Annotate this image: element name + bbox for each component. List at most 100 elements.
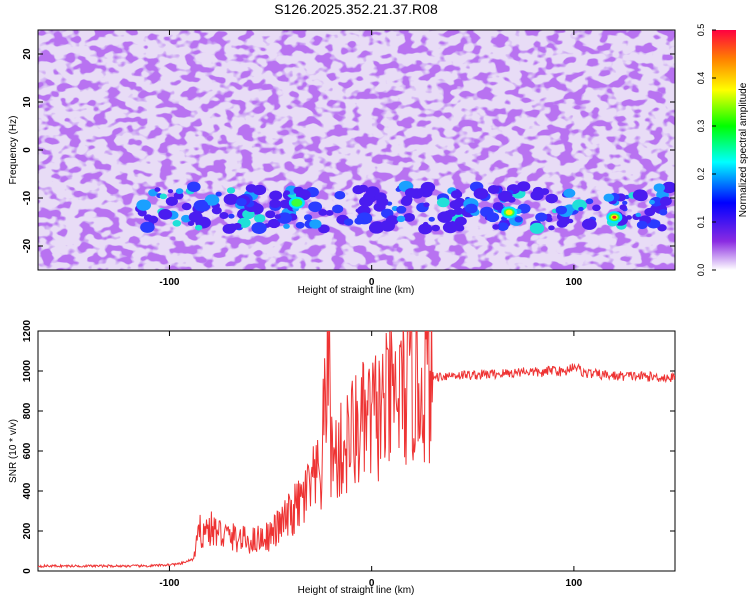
band-blob (136, 199, 152, 211)
band-blob (265, 210, 276, 219)
band-blob (274, 214, 281, 220)
y-tick-label: 10 (22, 96, 33, 108)
band-blob (193, 200, 209, 212)
snr-x-ticks: -100 0 100 (159, 331, 583, 589)
band-blob (653, 183, 665, 193)
band-blob (181, 214, 191, 223)
colorbar-tick-label: 0.0 (696, 264, 706, 277)
band-blob (228, 213, 235, 219)
band-blob (158, 209, 173, 220)
band-blob (497, 222, 509, 231)
band-blob (442, 221, 458, 234)
peak-marker (606, 211, 623, 224)
band-blob (254, 214, 266, 223)
x-tick-label: 100 (566, 578, 583, 589)
colorbar-ticks: 0.0 0.1 0.2 0.3 0.4 0.5 (696, 24, 716, 277)
band-blob (277, 212, 293, 224)
band-blob (362, 208, 369, 214)
band-blob (215, 191, 222, 197)
band-blob (486, 212, 500, 223)
band-blob (567, 218, 574, 224)
band-blob (431, 224, 440, 232)
y-tick-label: -20 (22, 238, 33, 253)
x-tick-label: 0 (369, 578, 375, 589)
colorbar: 0.0 0.1 0.2 0.3 0.4 0.5 Normalized spectral a… (696, 24, 749, 277)
band-blob (147, 215, 159, 224)
band-blob (380, 220, 395, 232)
band-blob (585, 198, 594, 205)
band-blob (556, 219, 568, 228)
band-blob (318, 224, 330, 234)
peak-marker (501, 206, 518, 219)
colorbar-tick-label: 0.1 (696, 216, 706, 229)
colorbar-tick-label: 0.4 (696, 72, 706, 85)
band-blob (352, 185, 365, 195)
band-blob (354, 217, 364, 225)
heatmap-y-ticks: -20 -10 0 10 20 (22, 48, 675, 253)
x-tick-label: -100 (159, 277, 179, 288)
band-blob (423, 202, 430, 208)
band-blob (436, 197, 450, 208)
band-blob (455, 216, 467, 226)
figure-title: S126.2025.352.21.37.R08 (274, 1, 438, 17)
band-blob (555, 205, 567, 215)
band-blob (529, 222, 545, 234)
y-tick-label: 1200 (22, 319, 33, 342)
colorbar-tick-label: 0.5 (696, 24, 706, 37)
band-blob (154, 187, 161, 192)
x-tick-label: 100 (566, 277, 583, 288)
band-blob (659, 209, 668, 216)
band-blob (659, 197, 670, 206)
band-blob (418, 223, 433, 235)
y-tick-label: 0 (22, 568, 33, 574)
snr-y-axis-label: SNR (10 * v/v) (8, 419, 19, 483)
band-blob (661, 181, 675, 194)
band-blob (455, 224, 465, 232)
y-tick-label: 400 (22, 482, 33, 499)
snr-x-axis-label: Height of straight line (km) (298, 585, 415, 596)
band-blob (592, 204, 601, 212)
band-blob (325, 209, 334, 216)
band-blob (517, 181, 531, 192)
band-blob (492, 224, 500, 230)
band-blob (309, 219, 322, 229)
heatmap-y-axis-label: Frequency (Hz) (8, 116, 19, 185)
band-blob (355, 208, 361, 213)
colorbar-label: Normalized spectral amplitude (738, 82, 749, 217)
band-blob (450, 190, 463, 199)
band-blob (514, 216, 523, 223)
band-blob (376, 197, 389, 207)
band-blob (140, 221, 155, 233)
band-blob (403, 212, 415, 222)
band-blob (268, 218, 281, 229)
band-blob (187, 181, 201, 193)
y-tick-label: 20 (22, 48, 33, 60)
band-blob (334, 191, 346, 200)
heatmap-speckle (38, 30, 675, 270)
band-blob (545, 193, 558, 204)
band-blob (159, 193, 168, 200)
band-blob (649, 199, 655, 205)
x-tick-label: 0 (369, 277, 375, 288)
band-blob (219, 211, 229, 219)
band-blob (167, 189, 174, 194)
band-blob (303, 214, 313, 221)
band-blob (269, 199, 281, 209)
band-blob (487, 185, 500, 194)
band-blob (464, 203, 478, 214)
band-blob (251, 222, 267, 234)
band-blob (359, 196, 374, 207)
band-blob (446, 209, 457, 217)
heatmap-peaks (288, 196, 623, 224)
colorbar-tick-label: 0.2 (696, 168, 706, 181)
band-blob (644, 207, 656, 217)
band-blob (236, 197, 247, 207)
heatmap-x-ticks: -100 0 100 (159, 30, 583, 288)
band-blob (473, 188, 489, 200)
band-blob (603, 193, 615, 202)
band-blob (422, 221, 429, 227)
band-blob (226, 187, 236, 194)
x-tick-label: -100 (159, 578, 179, 589)
band-blob (563, 188, 576, 198)
